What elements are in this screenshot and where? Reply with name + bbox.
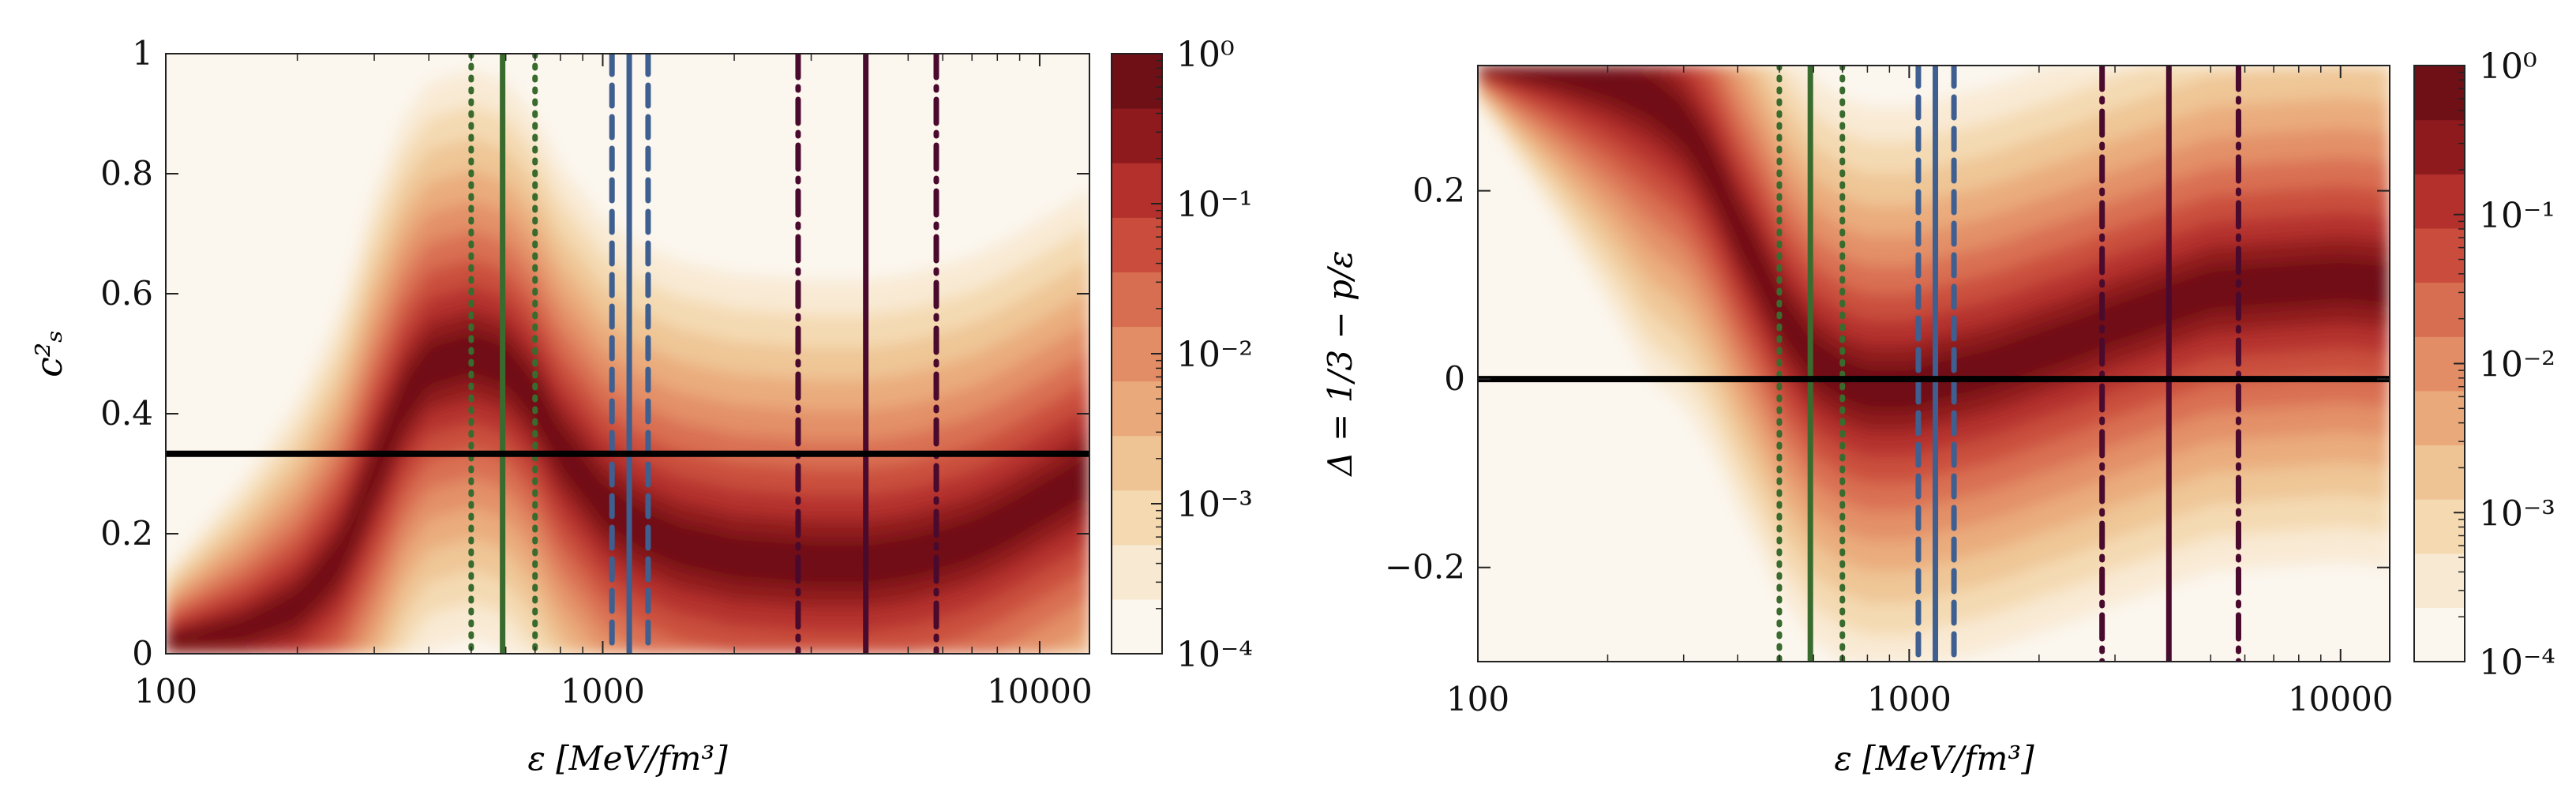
right-x-axis-label: ε [MeV/fm³]	[1834, 739, 2034, 778]
colorbar-segment	[1112, 217, 1162, 246]
colorbar-tick-label: 10⁻²	[2479, 345, 2555, 385]
x-tick-label: 100	[134, 672, 197, 711]
colorbar-tick-label: 10⁰	[1176, 35, 1235, 75]
x-tick-label: 1000	[561, 672, 645, 711]
y-tick-label: 0.2	[100, 514, 153, 553]
colorbar-tick-label: 10⁻⁴	[1176, 635, 1253, 675]
colorbar-segment	[2414, 634, 2465, 662]
colorbar-segment	[2414, 309, 2465, 337]
left-x-axis-label: ε [MeV/fm³]	[527, 739, 728, 778]
colorbar-segment	[2414, 526, 2465, 554]
colorbar-segment	[2414, 227, 2465, 256]
colorbar-segment	[1112, 298, 1162, 328]
colorbar-segment	[1112, 544, 1162, 572]
colorbar-segment	[1112, 244, 1162, 272]
colorbar-segment	[1112, 463, 1162, 491]
y-tick-label: 0.8	[100, 154, 153, 193]
colorbar-segment	[1112, 381, 1162, 409]
x-tick-label: 10000	[2288, 680, 2394, 718]
left-axis-ticks: 100 1000 10000 0 0.2 0.4 0.6 0.8 1	[100, 34, 1093, 711]
left-colorbar: 10⁰ 10⁻¹ 10⁻² 10⁻³ 10⁻⁴	[1111, 35, 1253, 675]
right-y-axis-label: Δ = 1/3 − p/ε	[1321, 250, 1359, 477]
x-tick-label: 100	[1446, 680, 1509, 718]
y-tick-label: 0.2	[1412, 171, 1465, 210]
colorbar-segment	[2414, 471, 2465, 500]
y-tick-label: 0	[132, 634, 153, 673]
colorbar-segment	[1112, 272, 1162, 300]
colorbar-segment	[2414, 92, 2465, 121]
right-vertical-lines	[1776, 66, 2241, 662]
colorbar-segment	[1112, 163, 1162, 191]
y-tick-label: −0.2	[1385, 548, 1465, 587]
colorbar-segment	[1112, 54, 1162, 82]
colorbar-tick-label: 10⁻¹	[2479, 196, 2555, 236]
colorbar-tick-label: 10⁰	[2479, 47, 2537, 87]
heatmap-band-10	[166, 332, 1089, 647]
right-plot-frame	[1477, 65, 2390, 662]
colorbar-segment	[2414, 255, 2465, 283]
colorbar-segment	[1112, 135, 1162, 163]
colorbar-segment	[2414, 390, 2465, 418]
colorbar-segment	[2414, 174, 2465, 202]
colorbar-segment	[2414, 553, 2465, 581]
colorbar-segment	[2414, 363, 2465, 392]
colorbar-segment	[2414, 66, 2465, 93]
right-axis-ticks: 100 1000 10000 −0.2 0 0.2	[1385, 66, 2394, 718]
colorbar-segment	[2414, 282, 2465, 310]
colorbar-segment	[1112, 326, 1162, 354]
y-tick-label: 0.4	[100, 394, 153, 433]
colorbar-tick-label: 10⁻³	[1176, 485, 1253, 525]
x-tick-label: 10000	[987, 672, 1093, 711]
left-plot-frame	[165, 53, 1090, 655]
colorbar-segment	[1112, 517, 1162, 546]
x-tick-label: 1000	[1867, 680, 1952, 718]
colorbar-segment	[1112, 626, 1162, 655]
colorbar-tick-label: 10⁻⁴	[2479, 643, 2555, 683]
colorbar-segment	[2414, 336, 2465, 365]
left-panel: 100 1000 10000 0 0.2 0.4 0.6 0.8 1 ε [MeV/fm³] c…	[28, 34, 1253, 778]
colorbar-segment	[2414, 607, 2465, 636]
right-panel: 100 1000 10000 −0.2 0 0.2 ε [MeV/fm³] Δ = 1/3…	[1321, 47, 2555, 778]
colorbar-tick-label: 10⁻²	[1176, 335, 1253, 375]
right-colorbar: 10⁰ 10⁻¹ 10⁻² 10⁻³ 10⁻⁴	[2413, 47, 2555, 683]
colorbar-tick-label: 10⁻¹	[1176, 185, 1253, 225]
heatmap-band-10	[1478, 66, 2390, 411]
colorbar-segment	[2414, 580, 2465, 608]
y-tick-label: 1	[132, 34, 153, 73]
colorbar-segment	[2414, 445, 2465, 473]
left-y-axis-label: c²ₛ	[28, 330, 70, 377]
colorbar-segment	[1112, 435, 1162, 463]
colorbar-segment	[1112, 108, 1162, 137]
y-tick-label: 0.6	[100, 274, 153, 313]
colorbar-segment	[1112, 81, 1162, 109]
colorbar-segment	[1112, 572, 1162, 600]
colorbar-segment	[2414, 418, 2465, 446]
colorbar-segment	[1112, 598, 1162, 628]
colorbar-segment	[2414, 146, 2465, 174]
left-vertical-lines	[468, 54, 939, 654]
colorbar-segment	[1112, 408, 1162, 437]
colorbar-segment	[2414, 119, 2465, 148]
y-tick-label: 0	[1444, 359, 1465, 398]
colorbar-segment	[1112, 354, 1162, 382]
colorbar-tick-label: 10⁻³	[2479, 493, 2555, 534]
